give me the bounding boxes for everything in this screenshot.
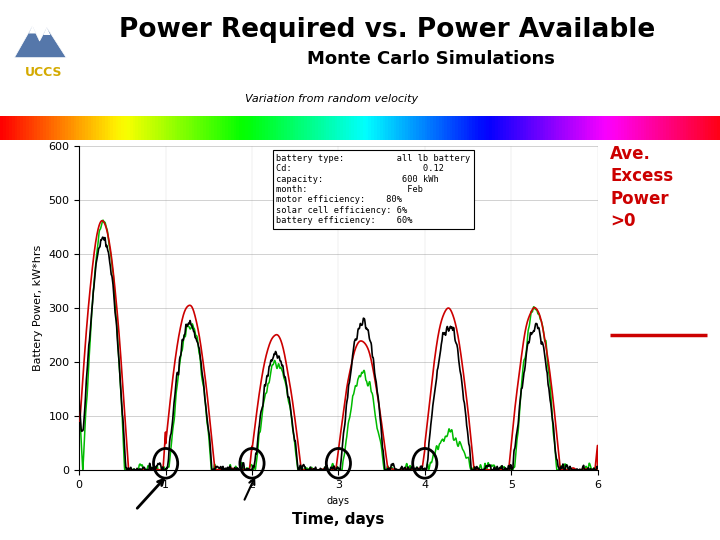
- Text: Power Required vs. Power Available: Power Required vs. Power Available: [119, 17, 655, 43]
- Text: days: days: [327, 496, 350, 506]
- Text: battery type:          all lb battery
Cd:                         0.12
capacity:: battery type: all lb battery Cd: 0.12 ca…: [276, 154, 470, 225]
- Text: Monte Carlo Simulations: Monte Carlo Simulations: [307, 50, 555, 68]
- Text: Time, days: Time, days: [292, 512, 384, 527]
- Text: UCCS: UCCS: [24, 66, 62, 79]
- Polygon shape: [14, 26, 66, 58]
- Text: Ave.
Excess
Power
>0: Ave. Excess Power >0: [610, 145, 673, 230]
- Y-axis label: Battery Power, kW*hrs: Battery Power, kW*hrs: [33, 245, 42, 371]
- Text: Variation from random velocity: Variation from random velocity: [245, 94, 418, 105]
- Polygon shape: [29, 26, 36, 33]
- Polygon shape: [43, 28, 50, 35]
